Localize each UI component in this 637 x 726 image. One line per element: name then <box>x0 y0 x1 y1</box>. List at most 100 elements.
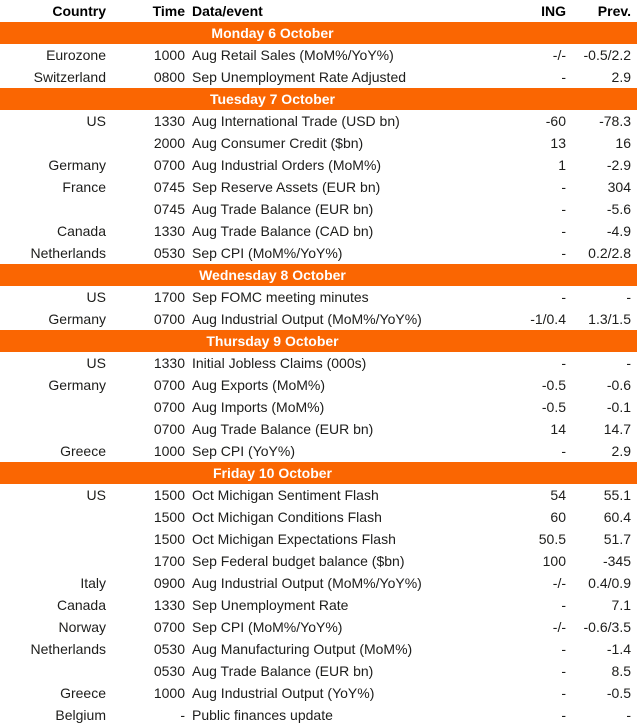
cell-time: 1700 <box>153 289 185 305</box>
cell-event: Aug Imports (MoM%) <box>192 399 325 415</box>
event-row: Greece 1000 Sep CPI (YoY%) - 2.9 <box>0 440 637 462</box>
cell-event: Sep CPI (MoM%/YoY%) <box>192 619 343 635</box>
cell-prev: - <box>626 289 631 305</box>
cell-event: Sep Unemployment Rate Adjusted <box>192 69 407 85</box>
cell-event: Aug Industrial Orders (MoM%) <box>192 157 382 173</box>
cell-ing: 14 <box>550 421 566 437</box>
cell-country: Belgium <box>55 707 106 723</box>
section-row-monday-6-october: Monday 6 October <box>0 22 637 44</box>
cell-time: 0700 <box>153 377 185 393</box>
event-row: 1700 Sep Federal budget balance ($bn) 100 -… <box>0 550 637 572</box>
cell-event: Aug Industrial Output (YoY%) <box>192 685 375 701</box>
cell-prev: 51.7 <box>603 531 631 547</box>
cell-ing: - <box>561 641 566 657</box>
event-row: Italy 0900 Aug Industrial Output (MoM%/YoY… <box>0 572 637 594</box>
cell-time: 1000 <box>153 443 185 459</box>
cell-event: Aug International Trade (USD bn) <box>192 113 400 129</box>
cell-ing: -0.5 <box>541 377 566 393</box>
event-row: US 1330 Initial Jobless Claims (000s) - - <box>0 352 637 374</box>
cell-country: Canada <box>56 223 106 239</box>
cell-event: Sep Federal budget balance ($bn) <box>192 553 405 569</box>
cell-country <box>0 198 110 220</box>
cell-time: 1000 <box>153 47 185 63</box>
cell-prev: 0.4/0.9 <box>588 575 631 591</box>
cell-time: 0700 <box>153 619 185 635</box>
section-row-wednesday-8-october: Wednesday 8 October <box>0 264 637 286</box>
cell-time: 0530 <box>153 641 185 657</box>
section-title: Wednesday 8 October <box>0 264 637 286</box>
cell-prev: 2.9 <box>611 69 631 85</box>
cell-country <box>0 418 110 440</box>
cell-time: 0745 <box>153 179 185 195</box>
cell-country: Greece <box>60 685 106 701</box>
cell-time: 1330 <box>153 597 185 613</box>
cell-country <box>0 506 110 528</box>
cell-ing: - <box>561 663 566 679</box>
cell-ing: - <box>561 443 566 459</box>
cell-country: US <box>86 113 106 129</box>
cell-prev: - <box>626 707 631 723</box>
column-header-ing: ING <box>541 3 566 19</box>
cell-event: Oct Michigan Conditions Flash <box>192 509 382 525</box>
calendar-body: Monday 6 October Eurozone 1000 Aug Retail S… <box>0 22 637 726</box>
event-row: France 0745 Sep Reserve Assets (EUR bn) - 30… <box>0 176 637 198</box>
cell-event: Aug Trade Balance (CAD bn) <box>192 223 374 239</box>
cell-event: Sep Unemployment Rate <box>192 597 349 613</box>
cell-country: Greece <box>60 443 106 459</box>
cell-time: 0745 <box>153 201 185 217</box>
cell-event: Initial Jobless Claims (000s) <box>192 355 367 371</box>
event-row: Netherlands 0530 Aug Manufacturing Output … <box>0 638 637 660</box>
cell-ing: -/- <box>552 47 566 63</box>
cell-ing: - <box>561 597 566 613</box>
column-header-data-event: Data/event <box>192 3 263 19</box>
cell-ing: -/- <box>552 619 566 635</box>
section-title: Friday 10 October <box>0 462 637 484</box>
cell-time: 1330 <box>153 113 185 129</box>
event-row: Netherlands 0530 Sep CPI (MoM%/YoY%) - 0.2/2… <box>0 242 637 264</box>
cell-country: France <box>62 179 106 195</box>
header-row: Country Time Data/event ING Prev. <box>0 0 637 22</box>
cell-time: 1500 <box>153 487 185 503</box>
cell-country: Eurozone <box>46 47 106 63</box>
cell-ing: 50.5 <box>538 531 566 547</box>
cell-event: Aug Retail Sales (MoM%/YoY%) <box>192 47 394 63</box>
cell-prev: 8.5 <box>611 663 631 679</box>
event-row: 1500 Oct Michigan Conditions Flash 60 60.4 <box>0 506 637 528</box>
cell-event: Aug Trade Balance (EUR bn) <box>192 421 374 437</box>
cell-event: Aug Industrial Output (MoM%/YoY%) <box>192 575 422 591</box>
cell-event: Aug Trade Balance (EUR bn) <box>192 663 374 679</box>
cell-country <box>0 660 110 682</box>
event-row: 0700 Aug Imports (MoM%) -0.5 -0.1 <box>0 396 637 418</box>
cell-country: Italy <box>80 575 106 591</box>
cell-prev: -1.4 <box>606 641 631 657</box>
event-row: Germany 0700 Aug Exports (MoM%) -0.5 -0.6 <box>0 374 637 396</box>
cell-country: Germany <box>48 311 106 327</box>
cell-ing: - <box>561 707 566 723</box>
cell-ing: -1/0.4 <box>530 311 566 327</box>
cell-country: Canada <box>56 597 106 613</box>
cell-ing: - <box>561 201 566 217</box>
cell-event: Aug Manufacturing Output (MoM%) <box>192 641 413 657</box>
cell-ing: - <box>561 355 566 371</box>
cell-time: 0700 <box>153 421 185 437</box>
cell-country: Germany <box>48 377 106 393</box>
cell-prev: 16 <box>615 135 631 151</box>
cell-prev: -0.5/2.2 <box>583 47 631 63</box>
cell-time: 1700 <box>153 553 185 569</box>
section-row-tuesday-7-october: Tuesday 7 October <box>0 88 637 110</box>
cell-event: Oct Michigan Sentiment Flash <box>192 487 379 503</box>
event-row: Norway 0700 Sep CPI (MoM%/YoY%) -/- -0.6/3.5 <box>0 616 637 638</box>
cell-event: Aug Consumer Credit ($bn) <box>192 135 364 151</box>
cell-ing: -60 <box>545 113 566 129</box>
cell-ing: 13 <box>550 135 566 151</box>
event-row: 1500 Oct Michigan Expectations Flash 50.5 5… <box>0 528 637 550</box>
cell-prev: 55.1 <box>603 487 631 503</box>
cell-prev: -5.6 <box>606 201 631 217</box>
column-header-country: Country <box>52 3 106 19</box>
cell-time: 2000 <box>153 135 185 151</box>
cell-ing: - <box>561 69 566 85</box>
cell-country: US <box>86 289 106 305</box>
event-row: Germany 0700 Aug Industrial Output (MoM%/Y… <box>0 308 637 330</box>
